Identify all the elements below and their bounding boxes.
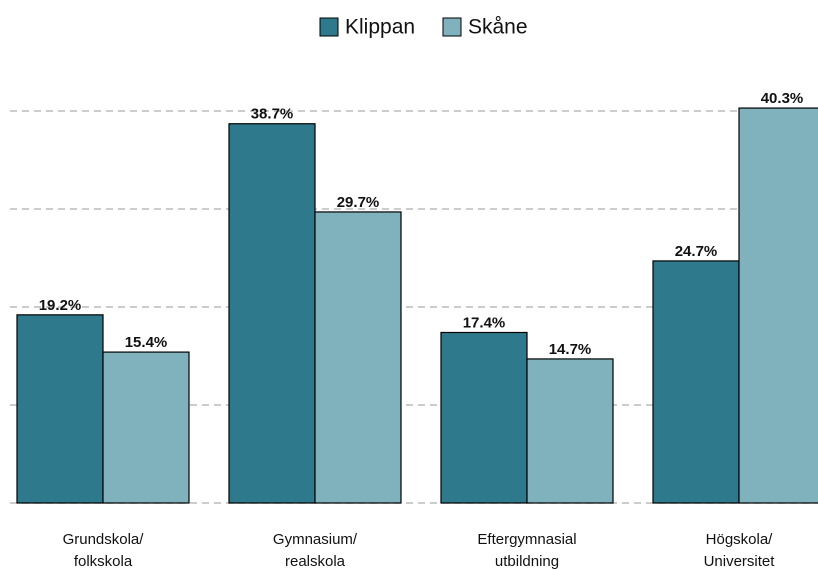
data-label: 19.2%	[39, 297, 82, 314]
data-label: 24.7%	[675, 243, 718, 260]
data-label: 17.4%	[463, 314, 506, 331]
legend-label: Skåne	[468, 16, 528, 39]
bar	[440, 331, 528, 504]
x-tick-label: Högskola/	[706, 531, 774, 548]
bar	[314, 211, 402, 504]
data-label: 14.7%	[549, 341, 592, 358]
bar	[228, 123, 316, 504]
legend-swatch	[319, 17, 339, 37]
data-label: 29.7%	[337, 194, 380, 211]
x-tick-label: Universitet	[704, 553, 776, 570]
bar	[16, 314, 104, 504]
data-label: 40.3%	[761, 90, 804, 107]
bar	[738, 107, 818, 504]
data-label: 38.7%	[251, 106, 294, 123]
x-tick-label: Gymnasium/	[273, 531, 358, 548]
bar	[102, 351, 190, 504]
x-tick-label: folkskola	[74, 553, 133, 570]
bar	[652, 260, 740, 504]
data-label: 15.4%	[125, 334, 168, 351]
bar	[526, 358, 614, 504]
x-tick-label: utbildning	[495, 553, 559, 570]
legend-label: Klippan	[345, 16, 415, 39]
x-tick-label: Grundskola/	[63, 531, 145, 548]
x-tick-label: realskola	[285, 553, 346, 570]
legend-swatch	[442, 17, 462, 37]
x-tick-label: Eftergymnasial	[477, 531, 576, 548]
